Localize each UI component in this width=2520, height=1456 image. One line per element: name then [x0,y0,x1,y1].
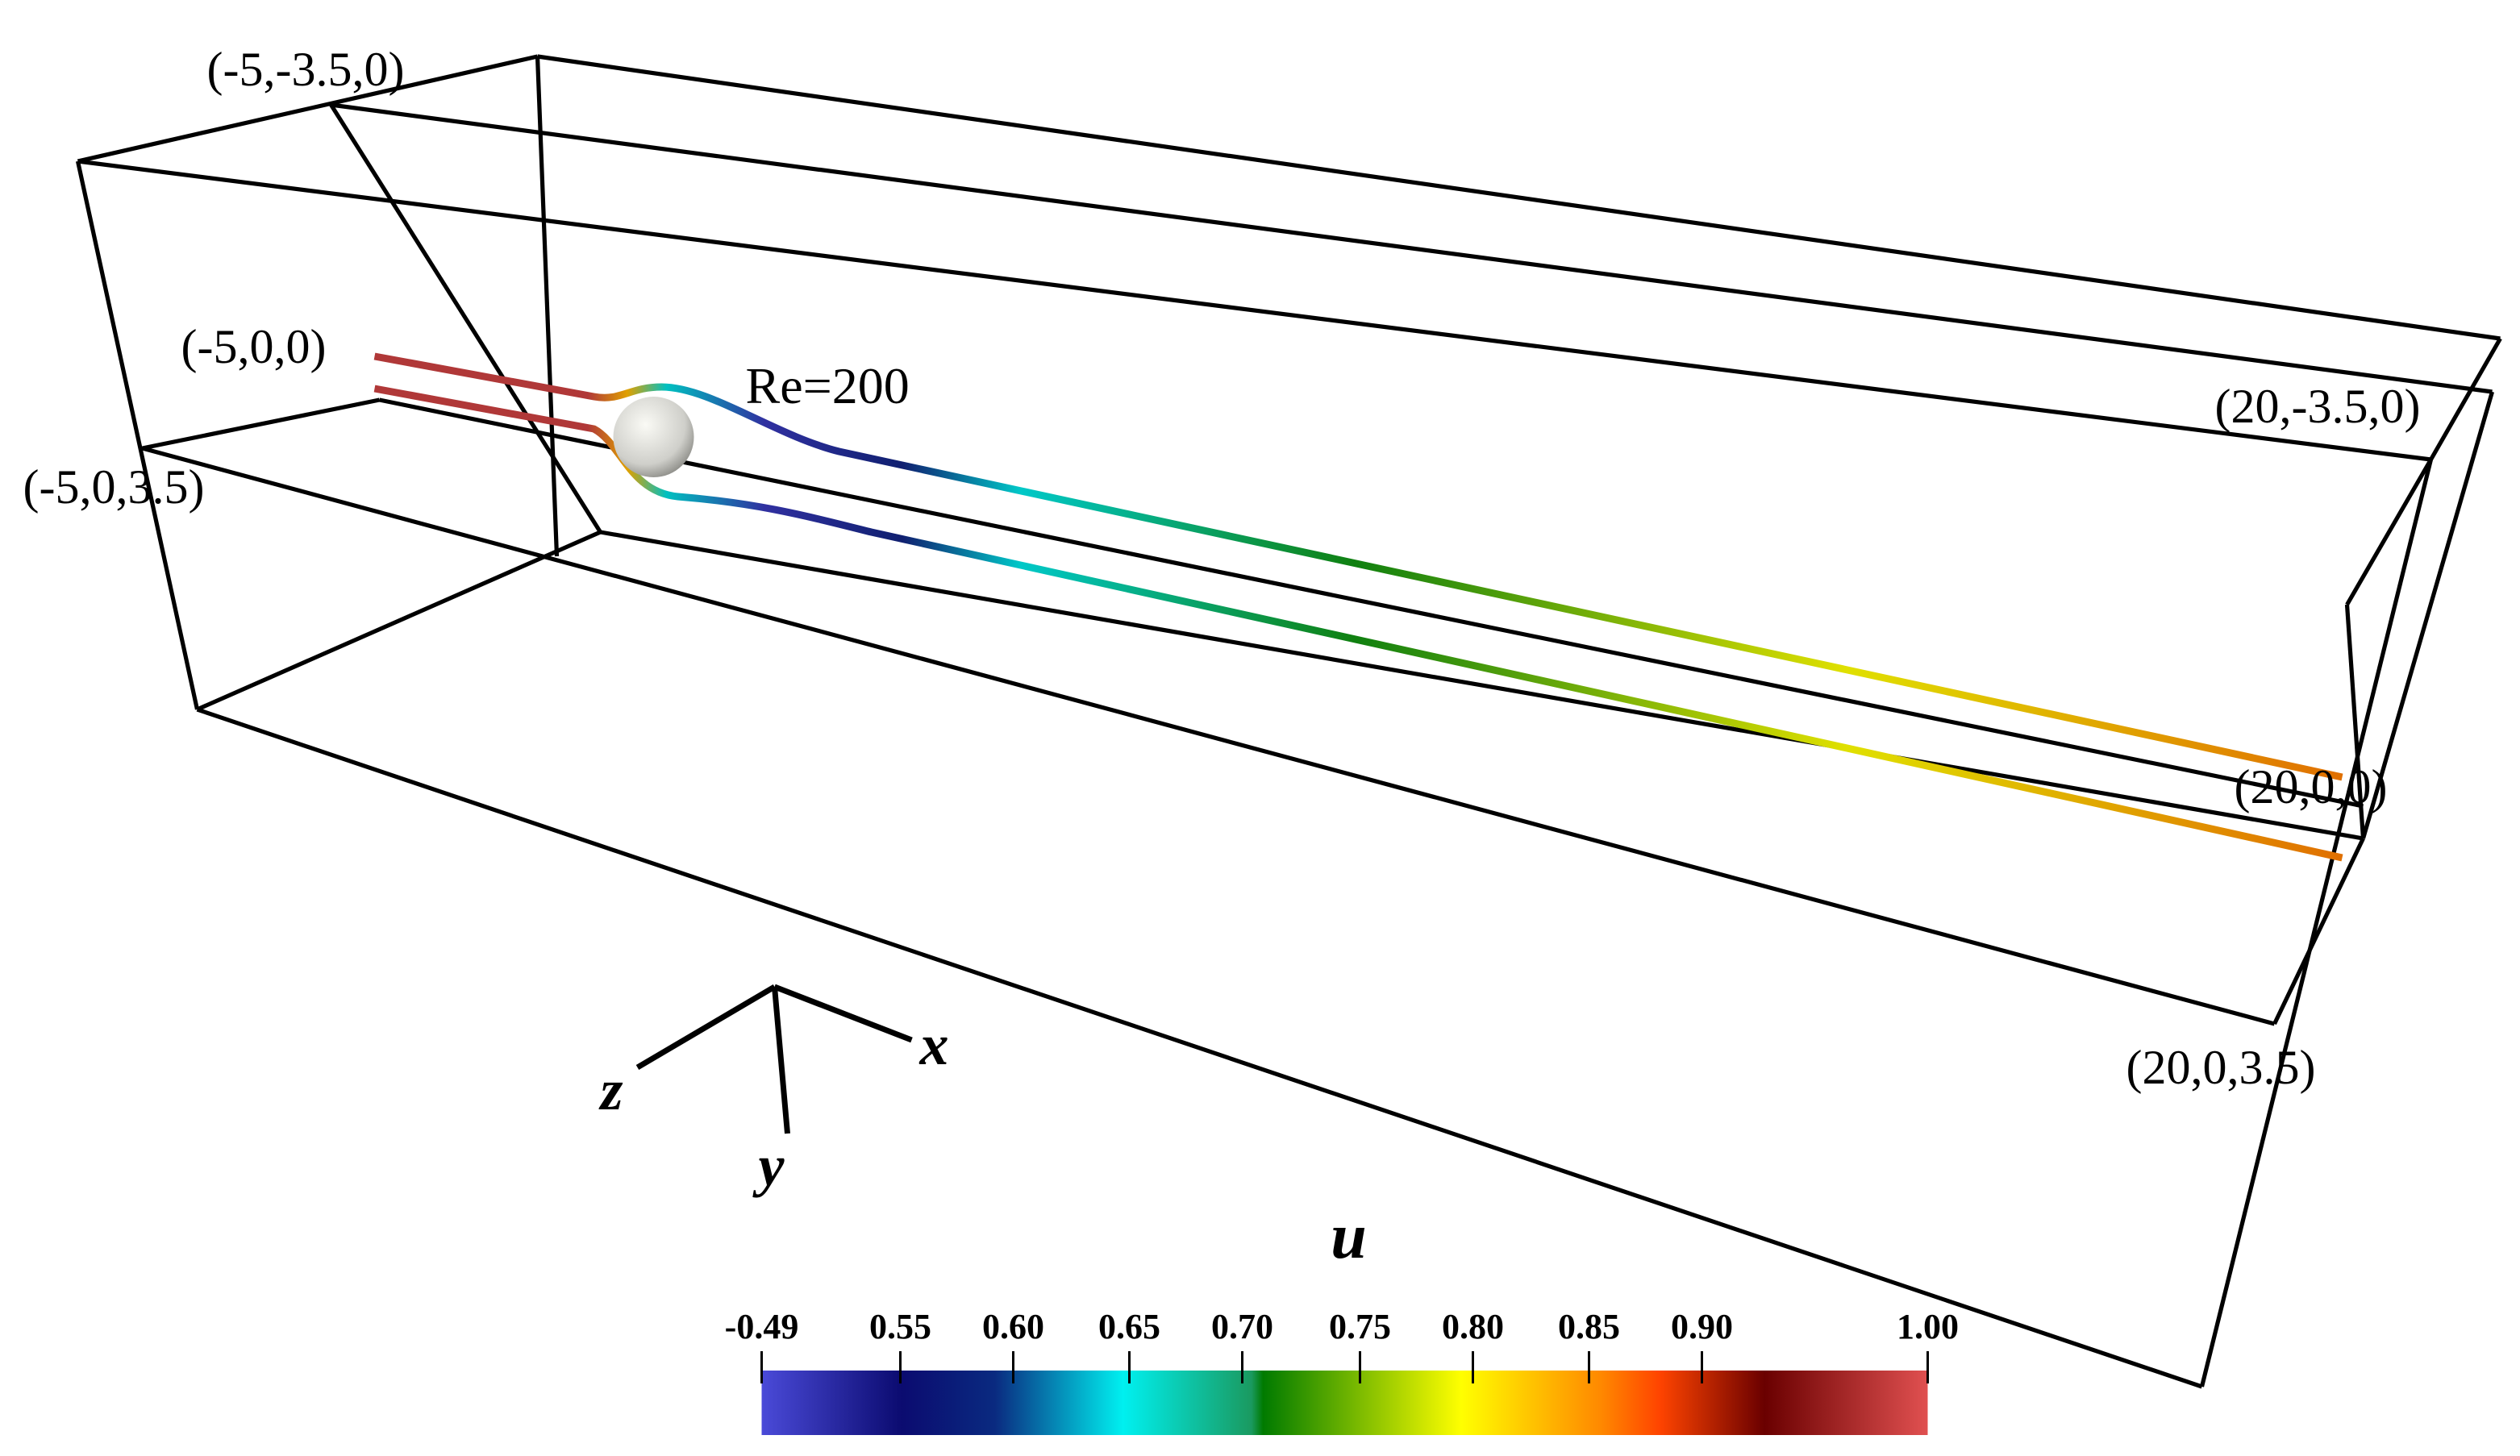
colorbar-tick-label: 0.80 [1442,1307,1504,1346]
axis-label: y [752,1134,785,1198]
axes-triad [635,984,913,1134]
colorbar-tick-label: -0.49 [725,1307,799,1346]
corner-label: (-5,-3.5,0) [207,43,405,96]
annotation: Re=200 [746,357,910,414]
colorbar-ticks: -0.49 0.55 0.60 0.65 0.70 0.75 0.80 0.85 0.90 1.0… [725,1307,1959,1383]
sphere [613,397,694,477]
colorbar [761,1371,1928,1435]
colorbar-tick-label: 1.00 [1897,1307,1959,1346]
colorbar-tick-label: 0.90 [1671,1307,1733,1346]
corner-label: (20,-3.5,0) [2215,380,2421,433]
axis-label: x [919,1013,949,1077]
colorbar-tick-label: 0.85 [1558,1307,1620,1346]
colorbar-title: u [1331,1201,1367,1272]
colorbar-tick-label: 0.65 [1098,1307,1160,1346]
corner-label: (-5,0,0) [181,320,327,373]
streamlines [373,352,2343,862]
corner-label: (20,0,0) [2235,760,2388,813]
colorbar-tick-label: 0.55 [869,1307,931,1346]
colorbar-tick-label: 0.70 [1211,1307,1273,1346]
axis-label: z [598,1058,623,1122]
corner-label: (-5,0,3.5) [23,460,205,514]
colorbar-tick-label: 0.60 [982,1307,1044,1346]
domain-box [75,54,2502,1389]
colorbar-tick-label: 0.75 [1329,1307,1391,1346]
corner-label: (20,0,3.5) [2126,1041,2316,1094]
